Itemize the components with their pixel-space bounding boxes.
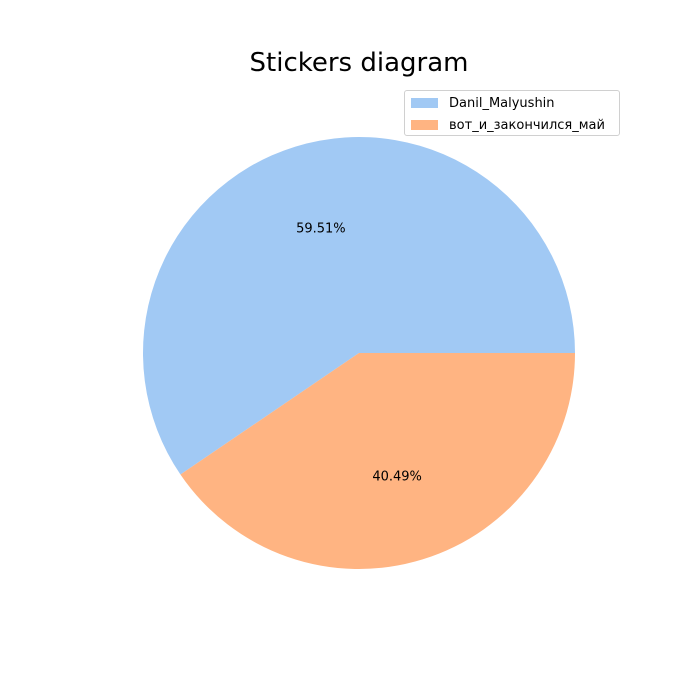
legend: Danil_Malyushin вот_и_закончился_май [404, 90, 620, 136]
pie-slices [143, 137, 576, 570]
legend-label: Danil_Malyushin [449, 95, 555, 111]
pie-slice-0 [143, 137, 576, 475]
legend-swatch [411, 98, 438, 108]
legend-label: вот_и_закончился_май [449, 117, 605, 133]
chart-title: Stickers diagram [249, 48, 469, 78]
legend-swatch [411, 120, 438, 130]
pie-slice-1 [180, 353, 575, 570]
pie-labels: 59.51% 40.49% [296, 222, 422, 485]
legend-item-danil-malyushin: Danil_Malyushin [411, 95, 555, 111]
legend-item-vot-i-zakonchilsya-may: вот_и_закончился_май [411, 117, 605, 133]
slice-percent-label: 59.51% [296, 222, 346, 237]
slice-percent-label: 40.49% [372, 469, 422, 484]
